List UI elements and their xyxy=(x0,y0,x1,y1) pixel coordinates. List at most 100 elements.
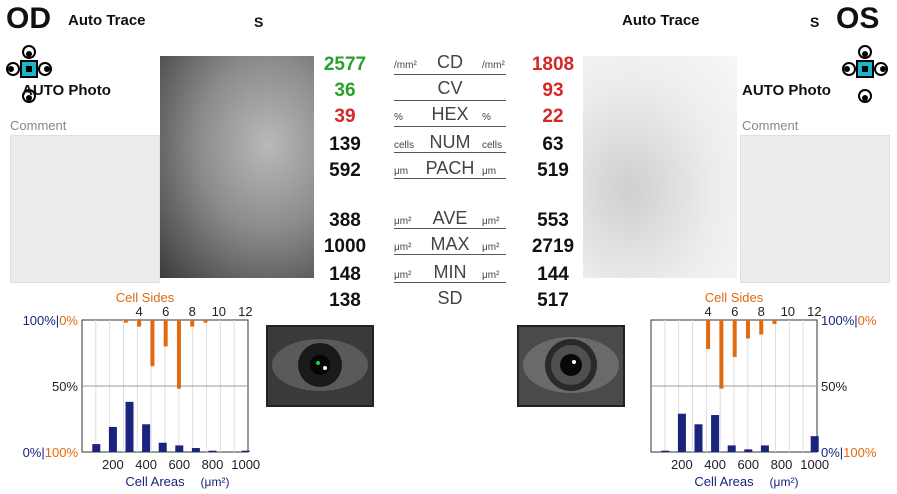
top-tick-label: 6 xyxy=(731,304,738,319)
cell-sides-bar xyxy=(772,320,777,324)
metric-left-unit: μm xyxy=(394,166,409,177)
top-tick-label: 10 xyxy=(212,304,226,319)
metric-right-unit: μm² xyxy=(482,270,500,281)
metric-divider xyxy=(394,126,506,127)
top-tick-label: 8 xyxy=(758,304,765,319)
metric-os-value: 517 xyxy=(537,290,569,311)
metric-divider xyxy=(394,74,506,75)
top-tick-label: 4 xyxy=(705,304,712,319)
metric-name: MAX xyxy=(430,234,470,254)
os-comment-field[interactable] xyxy=(740,135,890,283)
top-tick-label: 6 xyxy=(162,304,169,319)
os-eye-label: OS xyxy=(836,2,880,35)
metric-right-unit: μm² xyxy=(482,242,500,253)
os-photo-mode[interactable]: AUTO Photo xyxy=(742,82,831,99)
cell-sides-bar xyxy=(176,320,181,389)
y-top-label: 100%|0% xyxy=(23,313,79,328)
cell-areas-bar xyxy=(191,448,200,452)
bottom-tick-label: 1000 xyxy=(231,457,260,472)
metric-od-value: 39 xyxy=(334,106,356,127)
metric-os-value: 93 xyxy=(542,80,564,101)
metric-os-value: 519 xyxy=(537,160,569,181)
metric-od-value: 1000 xyxy=(323,236,367,257)
metric-od-value: 388 xyxy=(329,210,361,231)
metric-name: SD xyxy=(437,288,463,308)
metric-od-value: 2577 xyxy=(323,54,367,75)
metric-os-value: 553 xyxy=(537,210,569,231)
cell-areas-bar xyxy=(92,444,101,452)
os-eye-photo-icon xyxy=(519,327,623,405)
cell-sides-bar xyxy=(203,320,208,323)
metric-os-value: 22 xyxy=(542,106,564,127)
metric-left-unit: μm² xyxy=(394,216,412,227)
os-endothelium-image[interactable] xyxy=(583,56,737,278)
metric-od-value: 138 xyxy=(329,290,361,311)
os-s-label: S xyxy=(810,14,820,30)
metric-od-value: 592 xyxy=(329,160,361,181)
metric-left-unit: /mm² xyxy=(394,60,417,71)
cell-areas-bar xyxy=(677,413,686,452)
bottom-tick-label: 200 xyxy=(102,457,124,472)
metric-right-unit: /mm² xyxy=(482,60,505,71)
metric-left-unit: % xyxy=(394,112,403,123)
cell-areas-bar xyxy=(158,442,167,452)
bottom-tick-label: 200 xyxy=(671,457,693,472)
metric-os-value: 63 xyxy=(542,134,564,155)
bottom-tick-label: 1000 xyxy=(800,457,829,472)
metric-name: PACH xyxy=(425,158,475,178)
od-comment-label: Comment xyxy=(10,118,67,133)
metric-right-unit: μm² xyxy=(482,216,500,227)
cell-sides-bar xyxy=(745,320,750,339)
bottom-tick-label: 600 xyxy=(168,457,190,472)
cell-sides-bar xyxy=(759,320,764,335)
od-endothelium-image[interactable] xyxy=(160,56,314,278)
od-fixation-control[interactable] xyxy=(4,44,54,104)
metric-left-unit: cells xyxy=(394,140,415,151)
top-tick-label: 12 xyxy=(807,304,821,319)
os-histogram-panel: 4 6 8 10 12 Cell Sides 200 400 600 800 1000 Cell Ar… xyxy=(637,286,897,494)
metric-divider xyxy=(394,254,506,255)
cell-areas-bar xyxy=(694,424,703,452)
bottom-tick-label: 800 xyxy=(202,457,224,472)
od-eye-label: OD xyxy=(6,2,51,35)
os-comment-label: Comment xyxy=(742,118,799,133)
od-photo-mode[interactable]: AUTO Photo xyxy=(22,82,111,99)
od-trace-mode[interactable]: Auto Trace xyxy=(68,12,146,29)
cell-sides-bar xyxy=(706,320,711,350)
cell-sides-bar xyxy=(137,320,142,327)
cell-sides-bar xyxy=(732,320,737,357)
od-eye-thumbnail[interactable] xyxy=(266,325,374,407)
od-comment-field[interactable] xyxy=(10,135,160,283)
top-tick-label: 10 xyxy=(781,304,795,319)
metric-left-unit: μm² xyxy=(394,242,412,253)
metric-os-value: 1808 xyxy=(531,54,575,75)
cell-areas-bar xyxy=(108,426,117,452)
bottom-tick-label: 400 xyxy=(704,457,726,472)
od-eye-photo-icon xyxy=(268,327,372,405)
cell-areas-bar xyxy=(175,445,184,452)
cell-sides-bar xyxy=(150,320,155,367)
os-trace-mode[interactable]: Auto Trace xyxy=(622,12,700,29)
metric-name: NUM xyxy=(429,132,471,152)
metric-os-value: 144 xyxy=(537,264,569,285)
cell-areas-bar xyxy=(208,450,217,452)
os-fixation-icon[interactable] xyxy=(840,44,890,104)
cell-areas-bar xyxy=(744,449,753,452)
bottom-tick-label: 800 xyxy=(771,457,793,472)
cell-areas-bar xyxy=(661,450,670,452)
cell-sides-bar xyxy=(163,320,168,347)
cell-sides-bar xyxy=(123,320,128,323)
cell-areas-title: Cell Areas xyxy=(125,474,185,489)
metric-name: AVE xyxy=(432,208,468,228)
metric-divider xyxy=(394,282,506,283)
metric-divider xyxy=(394,178,506,179)
metric-name: CD xyxy=(437,52,463,72)
od-histogram-panel: 4 6 8 10 12 Cell Sides 200 400 600 800 1000 Cell Ar… xyxy=(0,286,260,494)
os-fixation-control[interactable] xyxy=(840,44,890,104)
od-s-label: S xyxy=(254,14,264,30)
od-fixation-icon[interactable] xyxy=(4,44,54,104)
metric-right-unit: cells xyxy=(482,140,503,151)
metrics-table: 2577 1808 CD/mm²/mm² 36 93 CV 39 22 HEX%% 139 63 NU… xyxy=(310,52,590,312)
metric-name: MIN xyxy=(433,262,467,282)
os-eye-thumbnail[interactable] xyxy=(517,325,625,407)
